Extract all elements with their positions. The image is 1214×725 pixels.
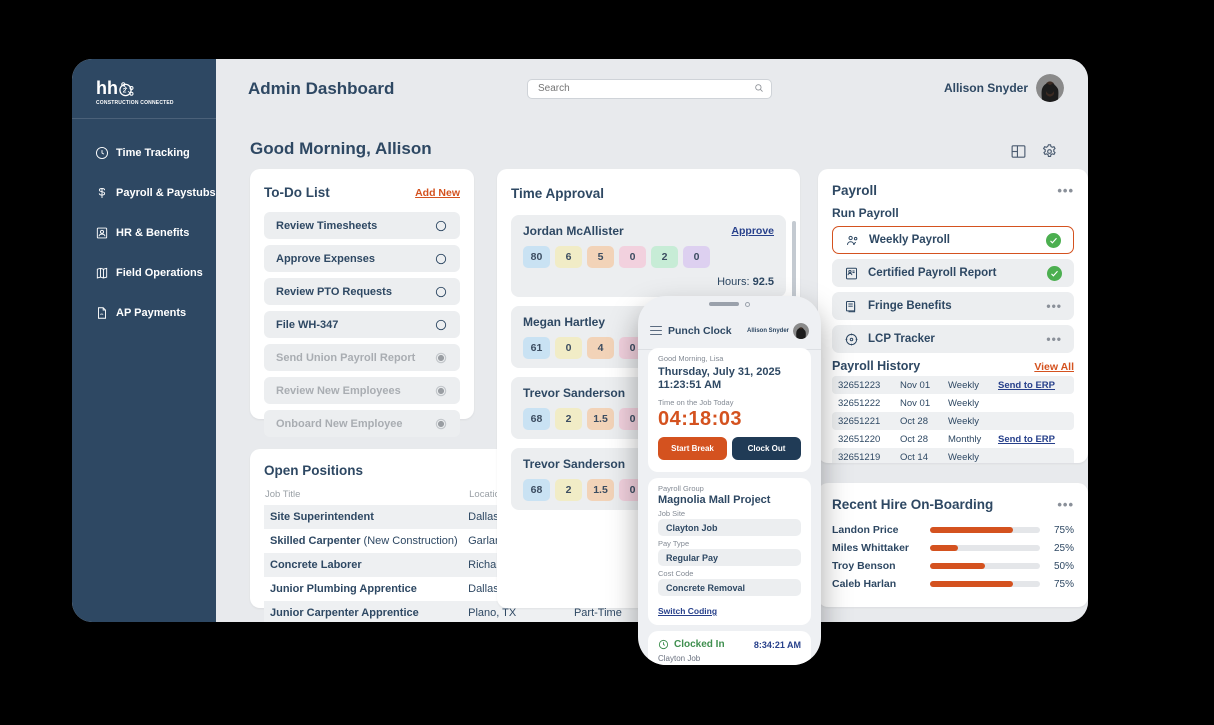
svg-text:hh: hh [96,78,118,98]
svg-text:2: 2 [123,88,127,95]
